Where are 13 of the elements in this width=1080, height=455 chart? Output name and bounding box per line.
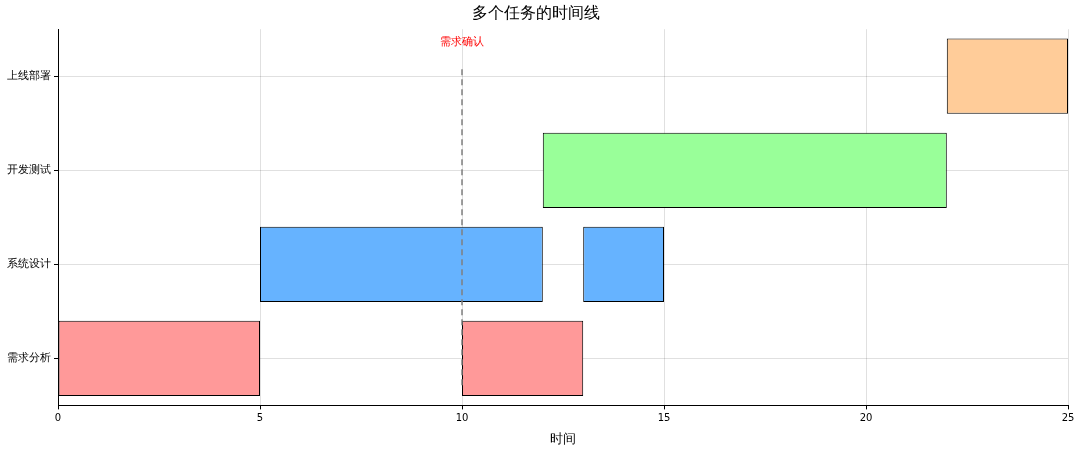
x-tick-label: 15 [657, 411, 671, 423]
y-tick-label: 系统设计 [7, 257, 51, 271]
chart-title: 多个任务的时间线 [472, 2, 600, 22]
x-tick-label: 20 [859, 411, 873, 423]
x-tick-label: 5 [256, 411, 264, 423]
x-tick-label: 25 [1061, 411, 1075, 423]
x-tick-label: 10 [455, 411, 469, 423]
ref-line-label: 需求确认 [440, 35, 484, 49]
y-tick-label: 开发测试 [7, 163, 51, 177]
y-tick-label: 需求分析 [7, 351, 51, 365]
x-tick-label: 0 [54, 411, 62, 423]
x-axis-title: 时间 [550, 430, 576, 446]
y-tick-label: 上线部署 [7, 69, 51, 83]
